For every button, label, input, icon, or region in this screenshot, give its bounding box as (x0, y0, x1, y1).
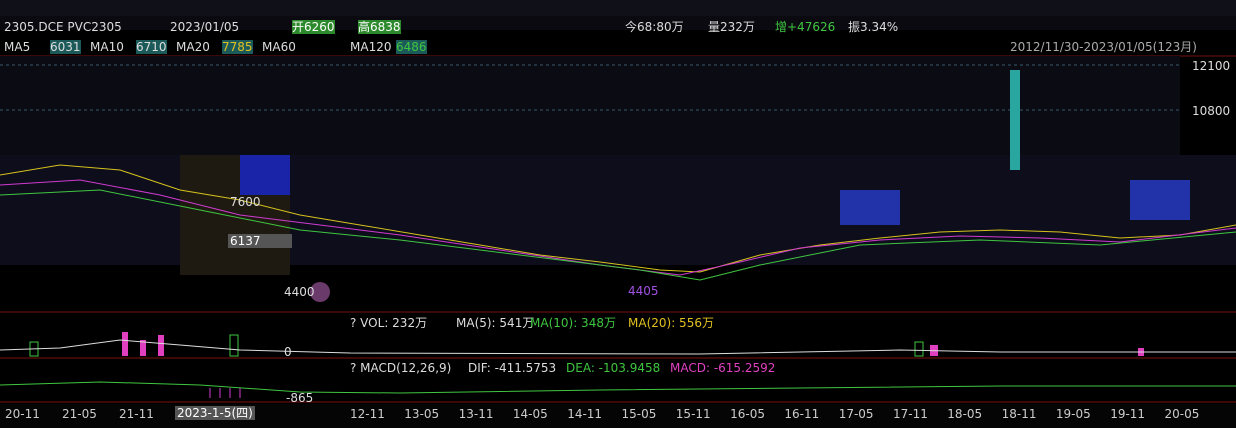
vol-ma10: MA(10): 348万 (530, 316, 616, 330)
date: 2023/01/05 (170, 20, 239, 34)
ma-label: MA10 (90, 40, 124, 54)
symbol: 2305.DCE PVC2305 (4, 20, 122, 34)
x-tick-label: 17-11 (893, 407, 928, 421)
cursor-price: 6137 (228, 234, 292, 248)
vol-title: ? VOL: 232万 (350, 316, 427, 330)
high: 高6838 (358, 20, 401, 34)
x-tick-label: 13-11 (459, 407, 494, 421)
x-tick-label: 18-11 (1002, 407, 1037, 421)
price-label: 4400 (284, 285, 315, 299)
ma-label: MA20 (176, 40, 210, 54)
macd-dif: DIF: -411.5753 (468, 361, 556, 375)
price-label: 12100 (1192, 59, 1230, 73)
x-tick-label: 16-11 (784, 407, 819, 421)
price-label: 7600 (230, 195, 261, 209)
x-tick-label: 21-11 (119, 407, 154, 421)
ma-label: MA5 (4, 40, 30, 54)
x-tick-label: 15-05 (622, 407, 657, 421)
x-tick-label: 21-05 (62, 407, 97, 421)
x-tick-label: 13-05 (404, 407, 439, 421)
vol-ma20: MA(20): 556万 (628, 316, 714, 330)
price-label: 10800 (1192, 104, 1230, 118)
x-tick-label: 18-05 (947, 407, 982, 421)
x-tick-label: 12-11 (350, 407, 385, 421)
ma-value: 6710 (136, 40, 167, 54)
x-tick-label: 19-11 (1110, 407, 1145, 421)
date-range: 2012/11/30-2023/01/05(123月) (1010, 40, 1197, 54)
screenshot: 2305.DCE PVC2305 2023/01/05 开6260 高6838 … (0, 0, 1236, 428)
ma-value: 6486 (396, 40, 427, 54)
ma-value: 6031 (50, 40, 81, 54)
increase: 增+47626 (775, 20, 835, 34)
macd-title: ? MACD(12,26,9) (350, 361, 451, 375)
low-marker: 4405 (628, 284, 659, 298)
x-tick-label: 14-05 (513, 407, 548, 421)
vol-zero: 0 (284, 345, 292, 359)
x-tick-label: 20-11 (5, 407, 40, 421)
x-tick-label: 20-05 (1165, 407, 1200, 421)
amount: 今68:80万 (625, 20, 684, 34)
amplitude: 振3.34% (848, 20, 898, 34)
macd-value: MACD: -615.2592 (670, 361, 775, 375)
x-tick-label: 14-11 (567, 407, 602, 421)
ma-value: 7785 (222, 40, 253, 54)
x-tick-label: 15-11 (676, 407, 711, 421)
x-tick-label: 19-05 (1056, 407, 1091, 421)
macd-low: -865 (286, 391, 313, 405)
cursor-date: 2023-1-5(四) (175, 406, 255, 420)
x-tick-label: 17-05 (839, 407, 874, 421)
ma-label: MA120 (350, 40, 391, 54)
open: 开6260 (292, 20, 335, 34)
x-tick-label: 16-05 (730, 407, 765, 421)
volume: 量232万 (708, 20, 755, 34)
macd-dea: DEA: -103.9458 (566, 361, 660, 375)
vol-ma5: MA(5): 541万 (456, 316, 534, 330)
ma-label: MA60 (262, 40, 296, 54)
